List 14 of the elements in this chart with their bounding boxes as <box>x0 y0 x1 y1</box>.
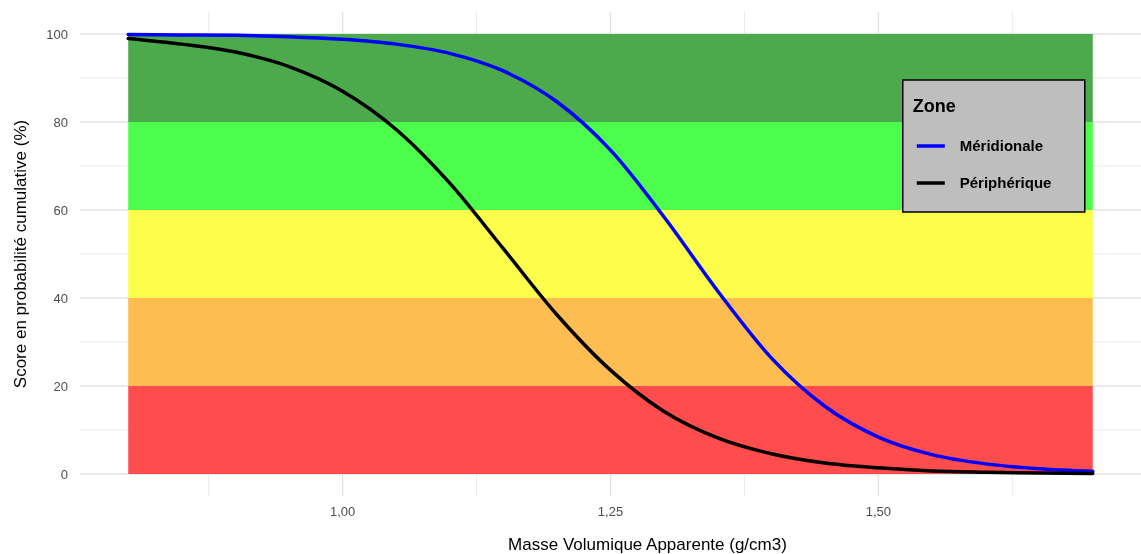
y-axis-title: Score en probabilité cumulative (%) <box>11 119 30 389</box>
y-tick-label: 100 <box>46 26 68 42</box>
legend-title: Zone <box>912 96 956 116</box>
y-tick-label: 80 <box>53 114 68 130</box>
x-tick-label: 1,00 <box>329 504 356 519</box>
x-tick-label: 1,50 <box>865 504 892 519</box>
y-tick-label: 60 <box>53 202 68 218</box>
y-tick-label: 20 <box>53 378 68 394</box>
x-axis-title: Masse Volumique Apparente (g/cm3) <box>508 535 787 554</box>
y-tick-label: 0 <box>60 466 68 482</box>
legend-label: Périphérique <box>959 174 1052 192</box>
legend-label: Méridionale <box>959 137 1044 155</box>
x-tick-label: 1,25 <box>597 504 624 519</box>
y-tick-label: 40 <box>53 290 68 306</box>
